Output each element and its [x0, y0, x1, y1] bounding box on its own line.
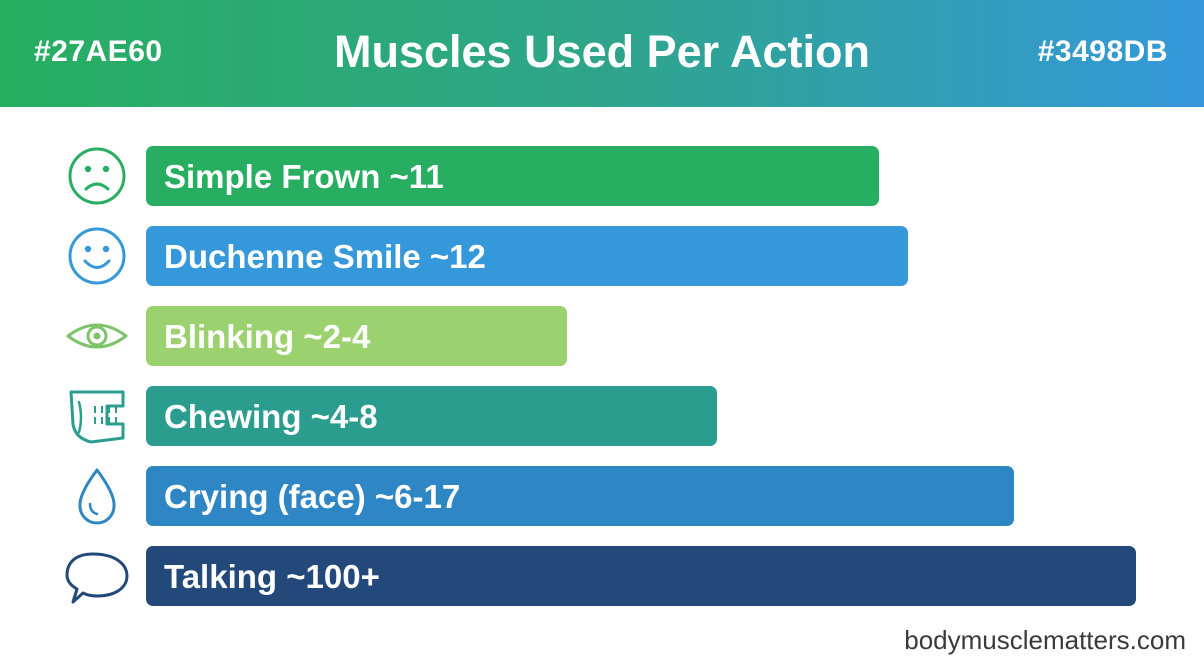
bar-chewing — [146, 386, 717, 446]
frown-face-icon — [68, 147, 126, 205]
left-color-label: #27AE60 — [34, 35, 163, 68]
bar-talking — [146, 546, 1136, 606]
jaw-icon — [69, 390, 125, 444]
bar-duchenne-smile — [146, 226, 908, 286]
header-banner: #27AE60 Muscles Used Per Action #3498DB — [0, 0, 1204, 107]
bar-blinking — [146, 306, 567, 366]
eye-icon — [66, 323, 128, 349]
right-color-label: #3498DB — [1037, 35, 1168, 68]
bar-label: Talking ~100+ — [164, 558, 380, 595]
bar-label: Crying (face) ~6-17 — [164, 478, 460, 515]
bar-label: Chewing ~4-8 — [164, 398, 378, 435]
bar-simple-frown — [146, 146, 879, 206]
speech-bubble-icon — [65, 552, 129, 604]
bar-label: Duchenne Smile ~12 — [164, 238, 486, 275]
chart-title: Muscles Used Per Action — [333, 26, 870, 77]
teardrop-icon — [78, 468, 116, 525]
smile-face-icon — [68, 227, 126, 285]
bar-label: Blinking ~2-4 — [164, 318, 371, 355]
website-credit: bodymusclematters.com — [904, 625, 1186, 655]
bar-crying-face — [146, 466, 1014, 526]
bar-label: Simple Frown ~11 — [164, 158, 444, 195]
